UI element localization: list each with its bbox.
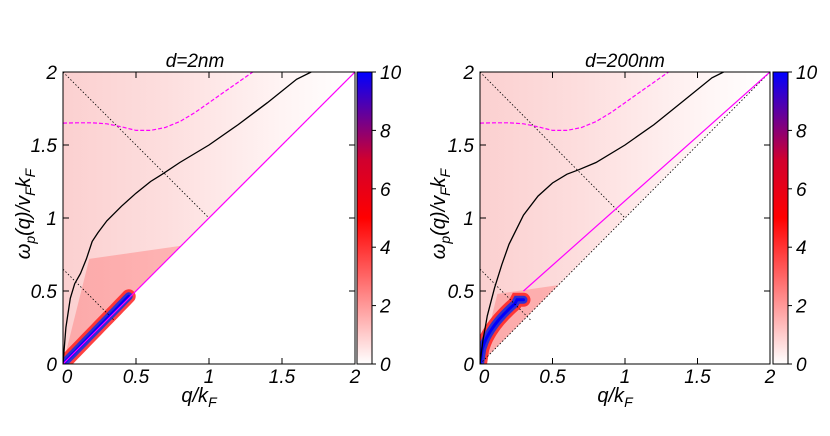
heatmap-area [480, 72, 770, 364]
colorbar-tick-label: 10 [796, 63, 818, 84]
colorbar-tick-label: 8 [380, 121, 391, 142]
magenta-solid-line [63, 72, 355, 364]
colorbar-tick-label: 2 [795, 297, 807, 318]
x-tick-label: 1 [204, 367, 215, 388]
dotted-line-0 [63, 72, 210, 219]
heatmap-glow [480, 285, 559, 364]
x-tick-label: 2 [349, 367, 361, 388]
x-tick-label: 1.5 [684, 367, 711, 388]
y-tick-label: 1.5 [448, 136, 475, 157]
x-axis-label: q/kF [181, 385, 218, 410]
chart-title: d=200nm [585, 51, 665, 72]
x-tick-label: 0.5 [123, 367, 150, 388]
y-tick-label: 1 [46, 209, 57, 230]
chart-panel-d2nm: 0 0.5 1 1.5 200.511.52d=2nmq/kFωp(q)/vFkF024… [13, 51, 402, 410]
dotted-line-1 [63, 268, 115, 321]
colorbar-tick-label: 6 [796, 180, 807, 201]
chart-panel-d200nm: 0 0.5 1 1.5 200.511.52d=200nmq/kFωp(q)/vFkF0… [428, 51, 818, 410]
colorbar-tick-label: 6 [380, 180, 391, 201]
y-tick-label: 0.5 [31, 282, 58, 303]
x-tick-label: 1.5 [269, 367, 296, 388]
plasmon-curve [480, 72, 724, 364]
hotspot-peak [480, 298, 525, 364]
magenta-dashed-curve [63, 72, 254, 131]
y-tick-label: 2 [462, 63, 474, 84]
y-tick-label: 1.5 [31, 136, 58, 157]
colorbar-tick-label: 4 [380, 238, 391, 259]
dotted-line-0 [480, 72, 626, 219]
y-tick-label: 0.5 [448, 282, 475, 303]
chart-title: d=2nm [166, 51, 225, 72]
y-tick-label: 1 [463, 209, 474, 230]
x-axis-label: q/kF [597, 385, 634, 410]
heatmap-area [63, 72, 355, 364]
colorbar-tick-label: 0 [796, 355, 807, 376]
colorbar-tick-label: 0 [380, 355, 391, 376]
y-tick-label: 0 [46, 355, 57, 376]
colorbar-tick-label: 4 [796, 238, 807, 259]
colorbar [356, 71, 373, 365]
dotted-line-1 [480, 268, 532, 321]
colorbar [772, 71, 789, 365]
x-tick-label: 1 [620, 367, 631, 388]
colorbar-tick-label: 10 [380, 63, 402, 84]
x-tick-label: 0 [479, 367, 490, 388]
plasmon-curve [63, 72, 312, 364]
x-tick-label: 0.5 [539, 367, 566, 388]
magenta-dashed-curve [480, 72, 669, 131]
colorbar-tick-label: 8 [796, 121, 807, 142]
y-tick-label: 0 [463, 355, 474, 376]
magenta-solid-line [523, 72, 770, 292]
x-tick-label: 0 [62, 367, 73, 388]
colorbar-tick-label: 2 [379, 297, 391, 318]
x-tick-label: 2 [764, 367, 776, 388]
y-tick-label: 2 [45, 63, 57, 84]
y-axis-label: ωp(q)/vFkF [428, 167, 453, 259]
y-axis-label: ωp(q)/vFkF [13, 167, 38, 259]
